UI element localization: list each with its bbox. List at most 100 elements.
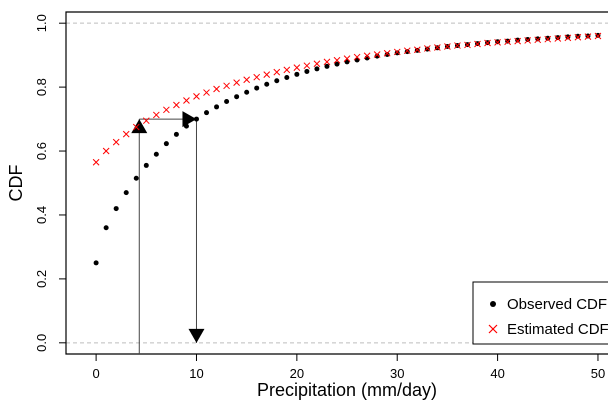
x-tick-label: 40 bbox=[490, 366, 504, 381]
estimated-point-stroke bbox=[454, 42, 461, 49]
estimated-point-stroke bbox=[564, 34, 572, 42]
estimated-point-stroke bbox=[152, 111, 160, 119]
observed-point bbox=[254, 85, 260, 91]
estimated-point-stroke bbox=[484, 39, 491, 47]
estimated-point-stroke bbox=[333, 56, 341, 64]
estimated-point bbox=[524, 37, 532, 44]
estimated-point bbox=[353, 53, 361, 61]
estimated-point bbox=[454, 42, 461, 49]
estimated-point bbox=[574, 33, 582, 41]
x-tick-label: 0 bbox=[92, 366, 99, 381]
estimated-point-stroke bbox=[253, 73, 261, 81]
estimated-point-stroke bbox=[444, 43, 451, 50]
observed-point bbox=[274, 78, 280, 84]
observed-point bbox=[204, 110, 210, 116]
estimated-point-stroke bbox=[233, 79, 240, 86]
estimated-point bbox=[464, 41, 471, 49]
estimated-point bbox=[363, 52, 371, 60]
observed-point bbox=[294, 71, 300, 77]
estimated-point-stroke bbox=[173, 101, 180, 109]
data-series bbox=[92, 32, 602, 266]
estimated-point bbox=[253, 73, 261, 81]
estimated-point-stroke bbox=[313, 60, 321, 68]
observed-point bbox=[193, 116, 199, 122]
estimated-point-stroke bbox=[243, 76, 251, 84]
observed-point bbox=[113, 206, 119, 212]
estimated-point bbox=[403, 47, 411, 55]
observed-point bbox=[173, 131, 179, 137]
estimated-point bbox=[152, 111, 160, 119]
observed-point bbox=[133, 175, 139, 181]
observed-point bbox=[244, 89, 250, 95]
estimated-point bbox=[203, 89, 210, 96]
observed-point bbox=[334, 61, 340, 67]
estimated-point bbox=[142, 117, 150, 125]
observed-point bbox=[183, 123, 189, 129]
estimated-point-stroke bbox=[413, 46, 421, 54]
estimated-point-stroke bbox=[594, 32, 602, 40]
estimated-point-stroke bbox=[534, 36, 542, 44]
estimated-point bbox=[293, 64, 301, 71]
legend-marker-observed bbox=[490, 301, 496, 307]
estimated-point bbox=[112, 138, 120, 146]
estimated-point bbox=[504, 38, 511, 46]
observed-point bbox=[324, 63, 330, 69]
estimated-point-stroke bbox=[303, 62, 311, 70]
estimated-point-stroke bbox=[112, 138, 120, 146]
observed-point bbox=[93, 260, 99, 266]
observed-point bbox=[224, 98, 230, 104]
plot-frame bbox=[65, 11, 608, 355]
estimated-point-stroke bbox=[403, 47, 411, 55]
estimated-point bbox=[163, 106, 170, 114]
estimated-point-stroke bbox=[514, 37, 522, 45]
estimated-point-stroke bbox=[122, 130, 130, 138]
estimated-point bbox=[283, 66, 291, 74]
observed-point bbox=[163, 141, 169, 147]
observed-point bbox=[525, 36, 531, 42]
y-tick-label: 0.2 bbox=[34, 270, 49, 288]
estimated-point-stroke bbox=[474, 40, 481, 48]
estimated-point bbox=[323, 58, 331, 66]
estimated-point bbox=[393, 48, 401, 56]
estimated-point-stroke bbox=[373, 51, 381, 58]
estimated-point bbox=[534, 36, 542, 44]
estimated-point bbox=[313, 60, 321, 68]
estimated-point-stroke bbox=[494, 39, 501, 46]
estimated-point-stroke bbox=[554, 35, 562, 42]
observed-point bbox=[284, 75, 290, 81]
estimated-point-stroke bbox=[584, 33, 592, 40]
estimated-point bbox=[423, 45, 431, 52]
legend-box bbox=[472, 281, 608, 345]
estimated-point bbox=[92, 158, 100, 166]
estimated-point bbox=[343, 55, 351, 63]
estimated-point-stroke bbox=[524, 37, 532, 44]
x-tick-label: 10 bbox=[189, 366, 203, 381]
estimated-point-stroke bbox=[464, 41, 471, 49]
x-tick-label: 30 bbox=[390, 366, 404, 381]
estimated-point bbox=[413, 46, 421, 54]
estimated-point bbox=[594, 32, 602, 40]
estimated-point bbox=[173, 101, 180, 109]
observed-point bbox=[304, 68, 310, 74]
estimated-point bbox=[444, 43, 451, 50]
observed-point bbox=[394, 50, 400, 56]
estimated-point bbox=[243, 76, 251, 84]
estimated-point bbox=[223, 82, 230, 90]
y-axis-title: CDF bbox=[6, 165, 26, 202]
legend-label-estimated: Estimated CDF bbox=[507, 321, 608, 338]
estimated-point-stroke bbox=[203, 89, 210, 96]
estimated-point bbox=[544, 35, 552, 43]
legend-marker-estimated bbox=[488, 324, 498, 334]
estimated-point-stroke bbox=[223, 82, 230, 90]
observed-point bbox=[143, 162, 149, 168]
y-tick-label: 0.4 bbox=[34, 206, 49, 224]
observed-point bbox=[404, 49, 410, 55]
estimated-point-stroke bbox=[92, 158, 100, 166]
estimated-point bbox=[132, 123, 140, 131]
y-tick-label: 0.6 bbox=[34, 142, 49, 160]
estimated-point-stroke bbox=[142, 117, 150, 125]
observed-point bbox=[264, 81, 270, 87]
estimated-point bbox=[434, 44, 441, 51]
estimated-point-stroke bbox=[263, 71, 271, 79]
x-tick-label: 50 bbox=[591, 366, 605, 381]
